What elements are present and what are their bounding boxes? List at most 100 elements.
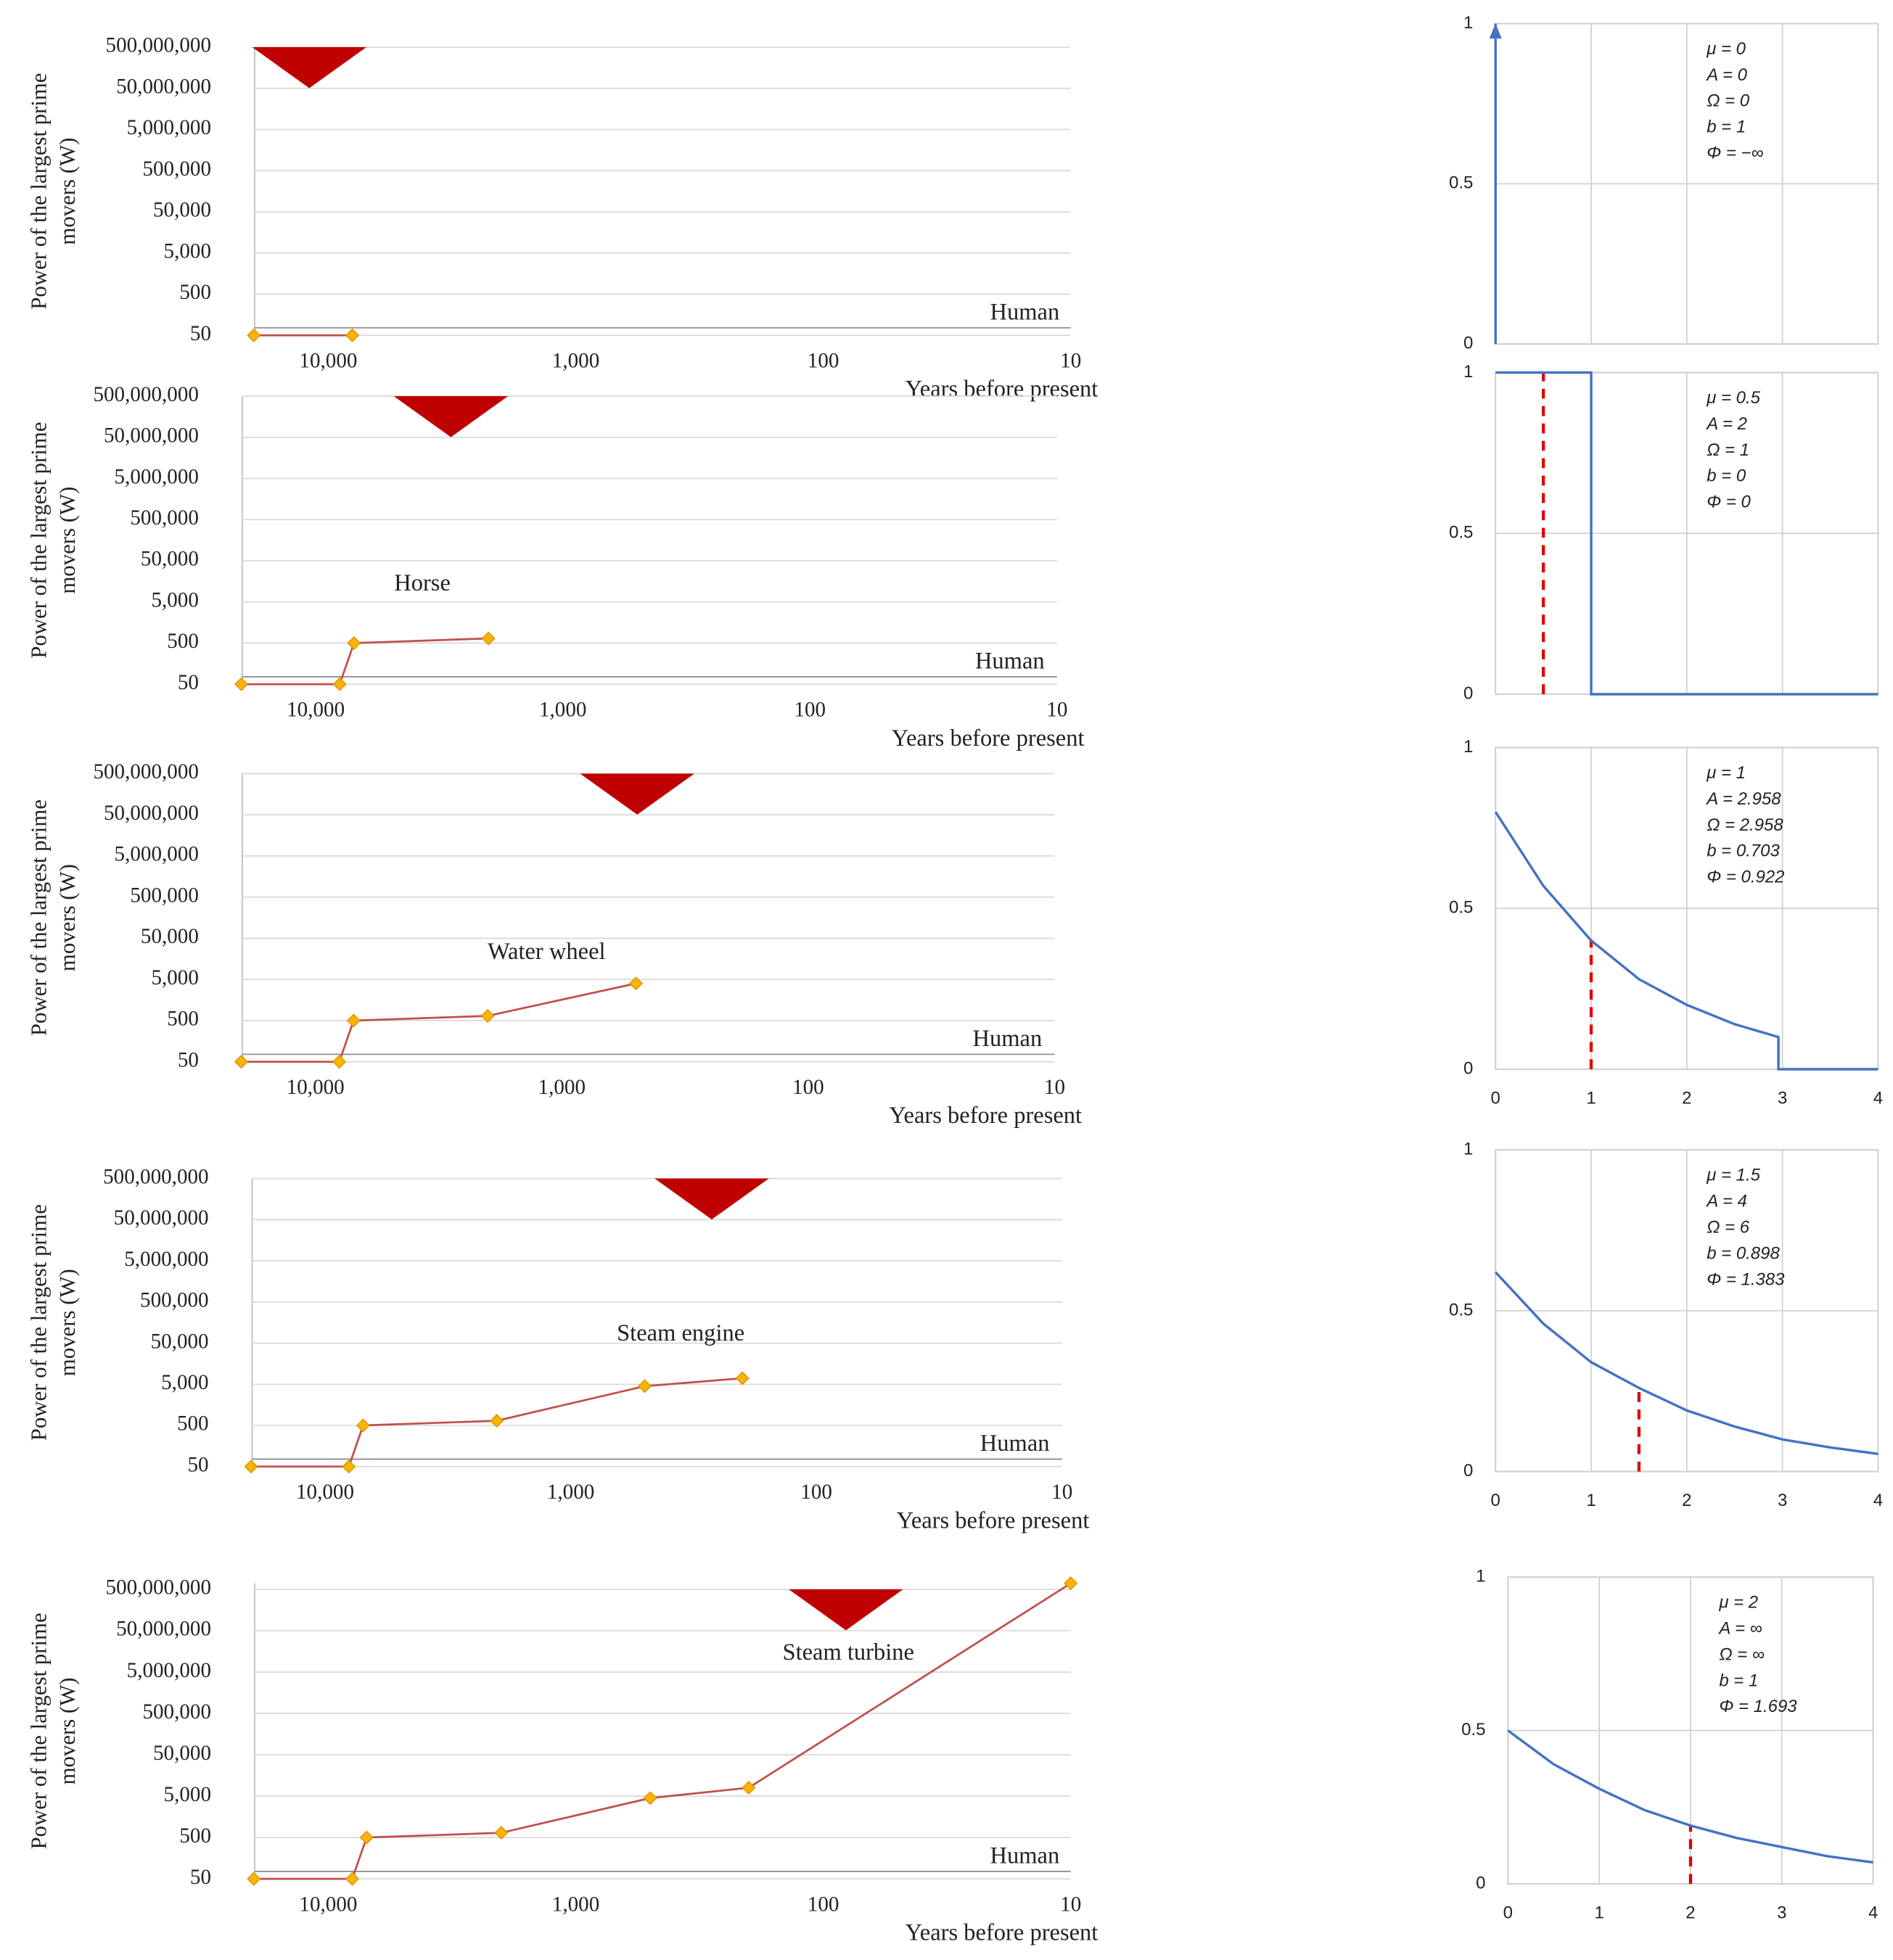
- x-tick-label: 1,000: [539, 699, 586, 722]
- data-point: [736, 1372, 749, 1384]
- y-tick-label: 0: [1463, 1461, 1473, 1481]
- y-tick-label: 0.5: [1449, 173, 1473, 193]
- y-tick-label: 50,000,000: [114, 1206, 209, 1230]
- data-point: [247, 329, 260, 342]
- x-tick-label: 1: [1586, 1088, 1596, 1108]
- x-tick-label: 10: [1046, 699, 1067, 722]
- annotation: Ω = 0: [1707, 91, 1750, 111]
- x-tick-label: 10,000: [287, 1076, 345, 1099]
- annotation: b = 0: [1707, 466, 1746, 486]
- data-point: [245, 1460, 258, 1473]
- x-tick-label: 1,000: [538, 1076, 586, 1099]
- y-axis-label: movers (W): [55, 1677, 80, 1784]
- x-tick-label: 10: [1051, 1481, 1072, 1504]
- data-point: [1064, 1577, 1077, 1589]
- annotation: Φ = 1.693: [1719, 1697, 1797, 1716]
- y-tick-label: 50,000: [153, 1742, 211, 1765]
- annotation: Ω = 2.958: [1707, 815, 1783, 835]
- x-tick-label: 4: [1873, 1088, 1883, 1108]
- y-tick-label: 50,000,000: [116, 75, 211, 98]
- data-point: [235, 678, 247, 691]
- y-tick-label: 500: [167, 630, 199, 653]
- y-tick-label: 50: [190, 1866, 211, 1889]
- x-tick-label: 2: [1685, 1903, 1695, 1922]
- y-tick-label: 50,000: [153, 199, 211, 222]
- data-point: [361, 1832, 373, 1844]
- y-tick-label: 500,000: [130, 506, 199, 530]
- y-axis-label: Power of the largest prime: [27, 799, 52, 1036]
- annotation: Steam engine: [617, 1320, 744, 1346]
- y-tick-label: 500,000,000: [93, 760, 198, 783]
- data-point: [334, 678, 346, 691]
- x-axis-label: Years before present: [897, 1507, 1090, 1533]
- data-point: [348, 1014, 360, 1026]
- y-tick-label: 5,000: [164, 1783, 211, 1806]
- x-tick-label: 10,000: [287, 699, 345, 722]
- data-point: [346, 329, 358, 342]
- series-line: [241, 984, 636, 1062]
- y-tick-label: 5,000,000: [127, 1659, 211, 1682]
- annotation: μ = 0: [1706, 39, 1746, 59]
- x-tick-label: 4: [1868, 1903, 1878, 1922]
- x-tick-label: 10,000: [299, 1893, 357, 1916]
- x-tick-label: 100: [808, 1893, 839, 1916]
- data-point: [235, 1055, 247, 1068]
- y-tick-label: 500,000,000: [106, 34, 211, 57]
- y-tick-label: 500,000: [142, 157, 211, 181]
- current-marker: [789, 1589, 903, 1630]
- x-tick-label: 4: [1873, 1491, 1883, 1510]
- x-tick-label: 3: [1778, 1491, 1787, 1510]
- x-tick-label: 0: [1503, 1903, 1513, 1922]
- y-axis-label: movers (W): [55, 138, 80, 245]
- x-tick-label: 1,000: [547, 1481, 594, 1504]
- y-tick-label: 500,000,000: [103, 1165, 208, 1188]
- y-tick-label: 0.5: [1449, 1300, 1473, 1319]
- x-tick-label: 3: [1777, 1903, 1786, 1922]
- y-axis-label: Power of the largest prime: [27, 422, 52, 659]
- y-tick-label: 5,000,000: [127, 116, 211, 139]
- annotation: b = 0.703: [1707, 841, 1780, 861]
- y-tick-label: 0: [1476, 1873, 1485, 1893]
- current-marker: [580, 774, 694, 815]
- y-tick-label: 500,000: [140, 1289, 209, 1312]
- y-tick-label: 1: [1463, 362, 1473, 382]
- x-tick-label: 10: [1044, 1076, 1065, 1099]
- arrow-head: [1490, 24, 1502, 39]
- y-tick-label: 5,000,000: [124, 1248, 208, 1271]
- annotation: μ = 1: [1706, 763, 1746, 783]
- x-tick-label: 100: [794, 699, 826, 722]
- current-marker: [394, 396, 508, 437]
- x-axis-label: Years before present: [889, 1103, 1082, 1129]
- annotation: Human: [990, 1843, 1059, 1869]
- y-tick-label: 5,000: [164, 239, 211, 263]
- y-tick-label: 5,000,000: [115, 843, 199, 866]
- y-tick-label: 50,000: [141, 548, 199, 571]
- x-axis-label: Years before present: [892, 725, 1085, 752]
- annotation: Steam turbine: [782, 1639, 914, 1665]
- y-tick-label: 50: [178, 671, 199, 694]
- annotation: Ω = ∞: [1719, 1644, 1765, 1664]
- y-axis-label: Power of the largest prime: [27, 1204, 52, 1441]
- y-tick-label: 50,000,000: [104, 424, 199, 448]
- y-tick-label: 5,000: [161, 1371, 208, 1394]
- x-tick-label: 100: [800, 1481, 832, 1504]
- y-tick-label: 50,000,000: [104, 802, 199, 825]
- y-tick-label: 50: [178, 1048, 199, 1071]
- x-tick-label: 10,000: [299, 350, 357, 373]
- annotation: b = 1: [1719, 1671, 1758, 1690]
- x-tick-label: 1,000: [552, 1893, 599, 1916]
- x-axis-label: Years before present: [906, 1920, 1099, 1946]
- y-tick-label: 500,000: [142, 1700, 211, 1724]
- annotation: Φ = 1.383: [1707, 1269, 1785, 1289]
- x-tick-label: 100: [808, 350, 839, 373]
- y-tick-label: 500,000,000: [106, 1576, 211, 1599]
- y-tick-label: 1: [1463, 13, 1473, 33]
- y-tick-label: 500,000: [130, 884, 199, 907]
- y-tick-label: 50,000: [141, 925, 199, 948]
- annotation: μ = 1.5: [1706, 1166, 1760, 1185]
- y-tick-label: 0: [1463, 334, 1473, 353]
- x-axis-label: Years before present: [906, 376, 1099, 403]
- y-tick-label: 500: [179, 281, 211, 304]
- y-axis-label: movers (W): [55, 1269, 80, 1376]
- annotation: Human: [975, 648, 1045, 675]
